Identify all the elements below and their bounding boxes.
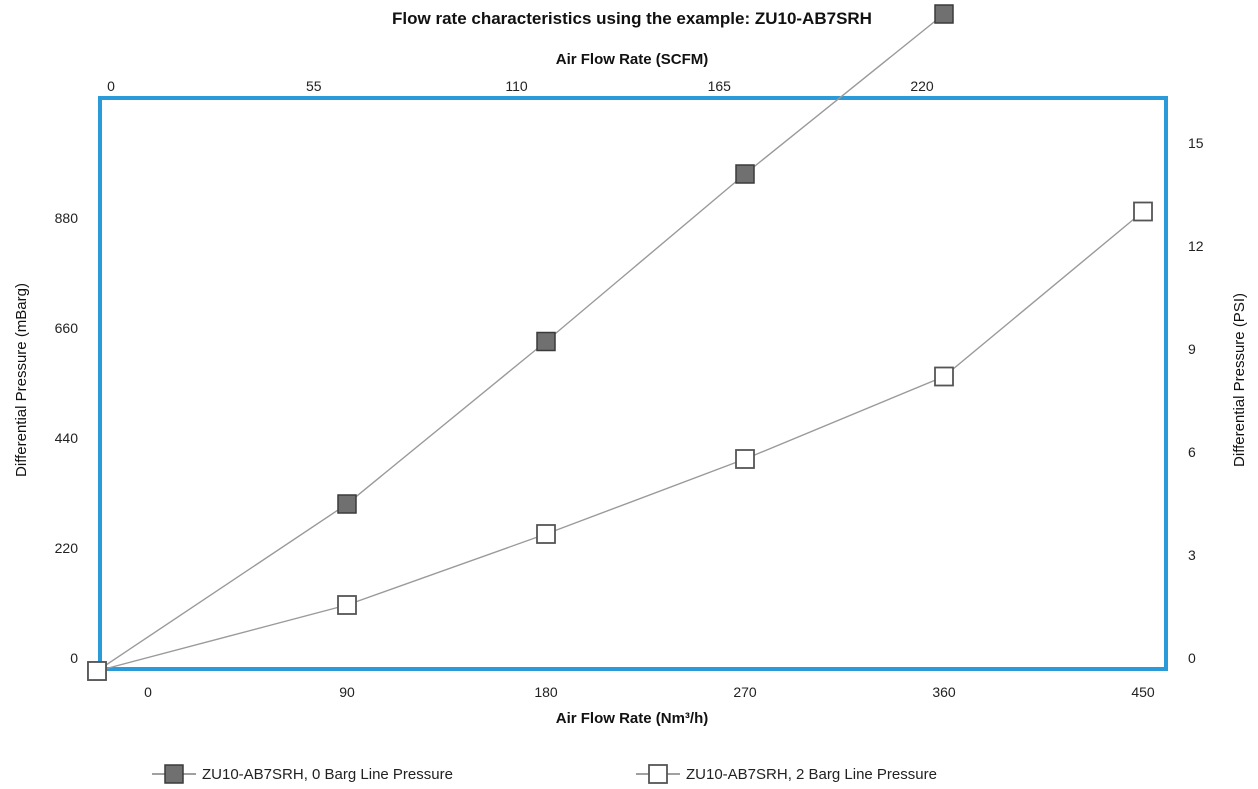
y-axis-title: Differential Pressure (mBarg) — [13, 283, 30, 477]
y-tick-label: 880 — [55, 210, 79, 226]
plot-frame — [98, 96, 1168, 671]
data-point-series-1 — [735, 164, 755, 184]
data-point-series-1 — [536, 331, 556, 352]
y2-tick-label: 9 — [1188, 341, 1196, 357]
chart-title: Flow rate characteristics using the exam… — [392, 9, 872, 28]
x-tick-label: 360 — [932, 684, 956, 700]
x-tick-label: 450 — [1131, 684, 1155, 700]
x-tick-label: 90 — [339, 684, 355, 700]
y-tick-label: 0 — [70, 650, 78, 666]
x2-tick-label: 165 — [708, 78, 732, 94]
series-line-2 — [96, 210, 1144, 672]
plot-border — [98, 96, 1168, 671]
x-tick-label: 0 — [144, 684, 152, 700]
y2-axis-title: Differential Pressure (PSI) — [1231, 293, 1248, 467]
series-lines — [96, 13, 1144, 672]
y-tick-label: 660 — [55, 320, 79, 336]
legend-label-1: ZU10-AB7SRH, 0 Barg Line Pressure — [202, 766, 453, 783]
legend-label-2: ZU10-AB7SRH, 2 Barg Line Pressure — [686, 766, 937, 783]
series-line-1 — [96, 13, 945, 672]
data-point-series-2 — [1133, 201, 1153, 222]
x2-tick-label: 0 — [107, 78, 115, 94]
y-tick-label: 220 — [55, 540, 79, 556]
y2-tick-label: 12 — [1188, 238, 1204, 254]
data-point-series-2 — [536, 524, 556, 544]
data-point-series-2 — [934, 366, 954, 387]
data-point-series-2 — [87, 661, 107, 681]
x2-tick-label: 110 — [505, 78, 528, 94]
y2-tick-label: 3 — [1188, 547, 1196, 563]
y2-tick-label: 15 — [1188, 135, 1204, 151]
legend-marker-2 — [648, 764, 668, 784]
x-tick-label: 270 — [733, 684, 757, 700]
legend: ZU10-AB7SRH, 0 Barg Line Pressure ZU10-AB… — [152, 764, 937, 784]
x-tick-label: 180 — [534, 684, 558, 700]
data-point-series-2 — [735, 449, 755, 469]
series-markers — [87, 4, 1153, 681]
data-point-series-1 — [934, 4, 954, 24]
data-point-series-2 — [337, 595, 357, 615]
x2-axis-title: Air Flow Rate (SCFM) — [556, 51, 709, 68]
x2-tick-label: 220 — [910, 78, 934, 94]
y2-tick-label: 0 — [1188, 650, 1196, 666]
legend-marker-1 — [164, 764, 184, 784]
y2-tick-label: 6 — [1188, 444, 1196, 460]
data-point-series-1 — [337, 494, 357, 514]
y-tick-label: 440 — [55, 430, 79, 446]
x2-tick-label: 55 — [306, 78, 322, 94]
x-axis-title: Air Flow Rate (Nm³/h) — [556, 710, 709, 727]
